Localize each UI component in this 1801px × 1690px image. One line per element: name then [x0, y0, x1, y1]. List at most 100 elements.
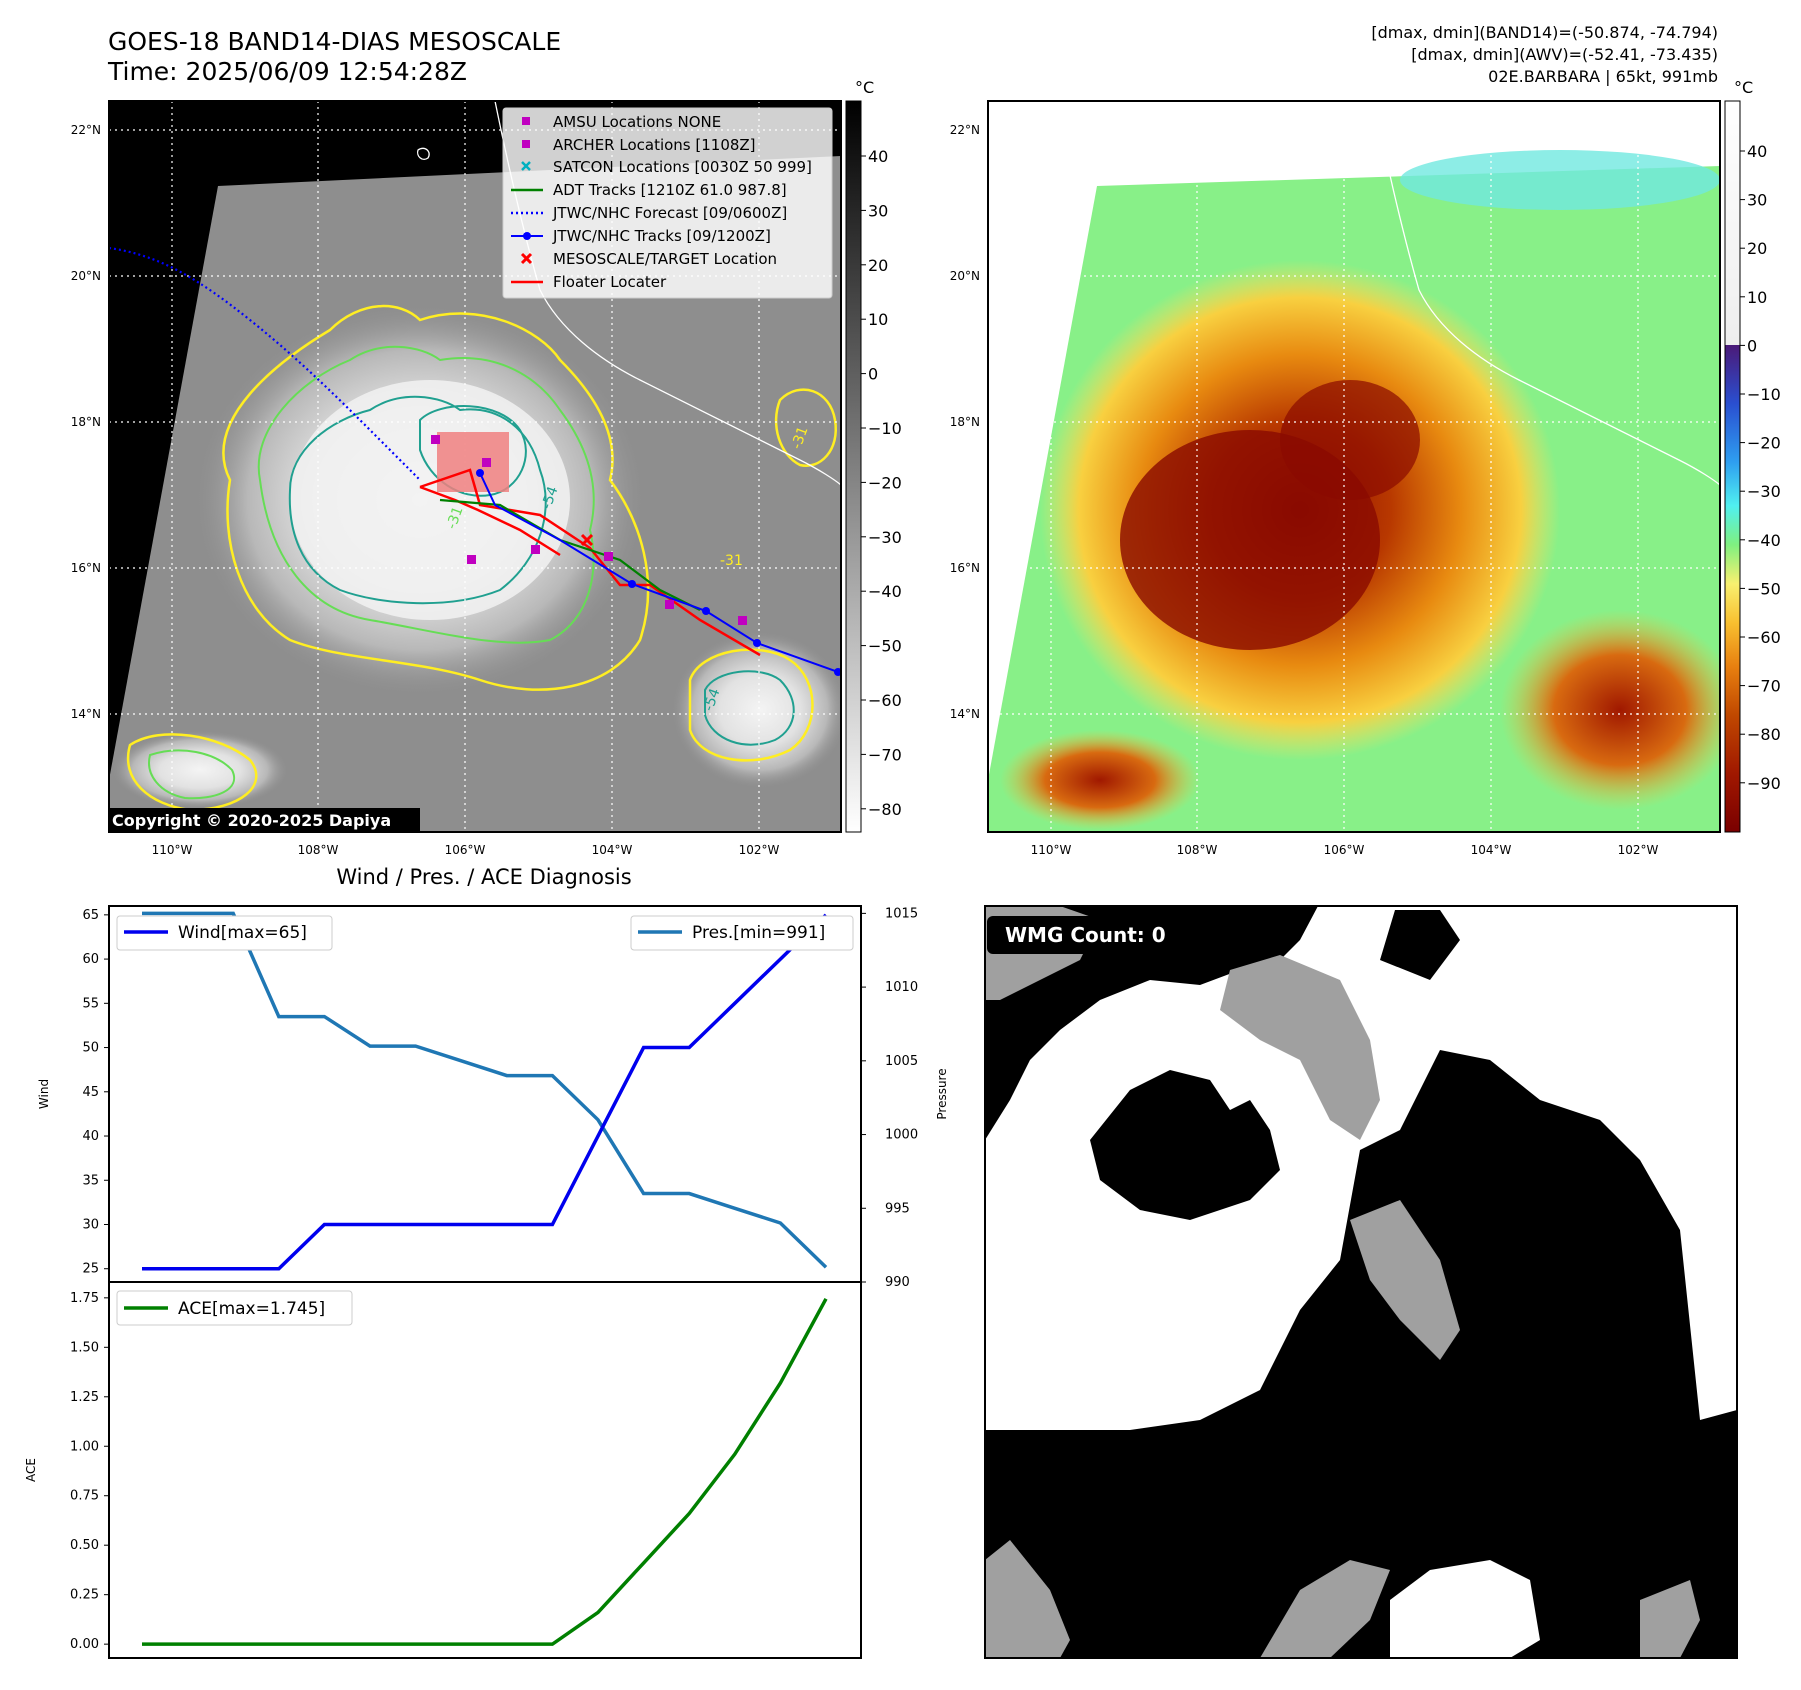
svg-text:110°W: 110°W	[152, 843, 193, 857]
colorbar-tick-label: −20	[868, 473, 902, 492]
svg-text:106°W: 106°W	[1324, 843, 1365, 857]
ace-axis-tick-label: 1.75	[70, 1291, 99, 1306]
awv-gridlines	[988, 101, 1720, 832]
pressure-axis-tick-label: 1005	[885, 1054, 918, 1069]
colorbar-tick-label: 10	[1747, 288, 1767, 307]
stats-line2: [dmax, dmin](AWV)=(-52.41, -73.435)	[1411, 45, 1718, 64]
colorbar-tick-label: −90	[1747, 774, 1781, 793]
ir-contour-teal	[288, 395, 547, 605]
ace-axis-tick-label: 1.25	[70, 1390, 99, 1405]
figure-title-line2: Time: 2025/06/09 12:54:28Z	[107, 57, 467, 86]
awv-map-frame	[987, 100, 1721, 833]
ace-axis-label: ACE	[24, 1458, 38, 1482]
wmg-panel: WMG Count: 0	[985, 906, 1737, 1658]
wind-axis-tick-label: 55	[82, 996, 99, 1011]
ace-chart: 0.00 0.25 0.50 0.75 1.00 1.25 1.50 1.75	[70, 1291, 828, 1652]
wind-axis-tick-label: 65	[82, 908, 99, 923]
colorbar-tick-label: −60	[868, 691, 902, 710]
colorbar-tick-label: −70	[1747, 677, 1781, 696]
colorbar-tick-label: 40	[1747, 142, 1767, 161]
pressure-axis-tick-label: 1010	[885, 980, 918, 995]
wind-axis-tick-label: 40	[82, 1129, 99, 1144]
jtwc-track-points	[476, 469, 841, 676]
contour-label: -31	[789, 424, 812, 451]
colorbar-tick-label: 20	[868, 256, 888, 275]
awv-colorbar-ticks: 40 30 20 10 0 −10 −20 −30 −40 −50 −60 −70 −80 −90	[1740, 142, 1781, 793]
pressure-legend-label: Pres.[min=991]	[692, 923, 825, 943]
mesoscale-x-marker	[580, 533, 594, 547]
colorbar-tick-label: 0	[868, 365, 878, 384]
floater-locater-track	[419, 468, 761, 657]
colorbar-tick-label: −30	[868, 528, 902, 547]
svg-text:16°N: 16°N	[71, 561, 101, 575]
colorbar-tick-label: 40	[868, 147, 888, 166]
svg-text:104°W: 104°W	[1471, 843, 1512, 857]
colorbar-tick-label: 30	[1747, 191, 1767, 210]
colorbar-tick-label: −20	[1747, 434, 1781, 453]
svg-text:18°N: 18°N	[71, 415, 101, 429]
wind-pressure-chart: 25 30 35 40 45 50 55 60 65 990 995 1000 1005 1010 1015	[82, 906, 918, 1290]
svg-text:22°N: 22°N	[950, 123, 980, 137]
svg-text:106°W: 106°W	[445, 843, 486, 857]
pressure-axis-tick-label: 995	[885, 1201, 910, 1216]
pressure-series-line	[142, 911, 828, 1269]
colorbar-tick-label: −70	[868, 745, 902, 764]
colorbar-tick-label: 20	[1747, 239, 1767, 258]
colorbar-tick-label: −80	[1747, 725, 1781, 744]
contour-label: -31	[444, 504, 467, 531]
svg-text:102°W: 102°W	[1618, 843, 1659, 857]
colorbar-tick-label: −40	[868, 582, 902, 601]
legend-satcon: SATCON Locations [0030Z 50 999]	[553, 158, 812, 176]
colorbar-tick-label: −30	[1747, 482, 1781, 501]
svg-text:102°W: 102°W	[739, 843, 780, 857]
svg-text:110°W: 110°W	[1031, 843, 1072, 857]
ir-lon-labels: 110°W 108°W 106°W 104°W 102°W	[152, 843, 780, 857]
ace-axis-tick-label: 1.50	[70, 1340, 99, 1355]
colorbar-tick-label: 30	[868, 201, 888, 220]
colorbar-tick-label: −40	[1747, 531, 1781, 550]
awv-map	[988, 101, 1720, 832]
ir-colorbar: °C	[845, 78, 874, 833]
diagnosis-title: Wind / Pres. / ACE Diagnosis	[336, 865, 631, 889]
ir-map-frame	[108, 100, 842, 833]
svg-text:108°W: 108°W	[1177, 843, 1218, 857]
archer-markers	[431, 435, 747, 625]
legend-amsu: AMSU Locations NONE	[553, 113, 721, 131]
figure-title-line1: GOES-18 BAND14-DIAS MESOSCALE	[108, 27, 561, 56]
pressure-axis-tick-label: 1000	[885, 1128, 918, 1143]
ir-contour-lightgreen	[257, 345, 595, 644]
ace-legend-label: ACE[max=1.745]	[178, 1299, 325, 1319]
legend-floater: Floater Locater	[553, 273, 667, 291]
colorbar-tick-label: −60	[1747, 628, 1781, 647]
ir-legend: AMSU Locations NONE ARCHER Locations [11…	[502, 107, 833, 299]
ir-colorbar-ticks: 40 30 20 10 0 −10 −20 −30 −40 −50 −60 −70 −80	[861, 147, 902, 819]
ace-axis-tick-label: 0.25	[70, 1588, 99, 1603]
contour-label: -31	[720, 553, 743, 569]
wind-series-line	[142, 913, 828, 1271]
colorbar-tick-label: 0	[1747, 336, 1757, 355]
svg-text:108°W: 108°W	[298, 843, 339, 857]
wind-axis-tick-label: 30	[82, 1217, 99, 1232]
awv-coastline	[1373, 101, 1720, 486]
wind-legend-label: Wind[max=65]	[178, 923, 307, 943]
wind-axis-tick-label: 50	[82, 1041, 99, 1056]
stats-line1: [dmax, dmin](BAND14)=(-50.874, -74.794)	[1371, 23, 1718, 42]
wind-axis-label: Wind	[37, 1079, 51, 1109]
wmg-count-label: WMG Count: 0	[1005, 923, 1166, 947]
awv-lon-labels: 110°W 108°W 106°W 104°W 102°W	[1031, 843, 1659, 857]
adt-track	[439, 498, 701, 611]
ace-axis-tick-label: 0.50	[70, 1538, 99, 1553]
svg-text:20°N: 20°N	[71, 269, 101, 283]
svg-text:16°N: 16°N	[950, 561, 980, 575]
legend-tracks: JTWC/NHC Tracks [09/1200Z]	[552, 227, 771, 245]
ace-axis-tick-label: 0.75	[70, 1489, 99, 1504]
copyright-text: Copyright © 2020-2025 Dapiya	[112, 811, 391, 830]
pressure-axis-label: Pressure	[935, 1068, 949, 1119]
svg-text:14°N: 14°N	[950, 707, 980, 721]
stats-line3: 02E.BARBARA | 65kt, 991mb	[1488, 67, 1718, 86]
legend-mesoscale: MESOSCALE/TARGET Location	[553, 250, 777, 268]
ace-axis-tick-label: 0.00	[70, 1637, 99, 1652]
pressure-axis-tick-label: 1015	[885, 906, 918, 921]
ace-series-line	[142, 1297, 828, 1646]
